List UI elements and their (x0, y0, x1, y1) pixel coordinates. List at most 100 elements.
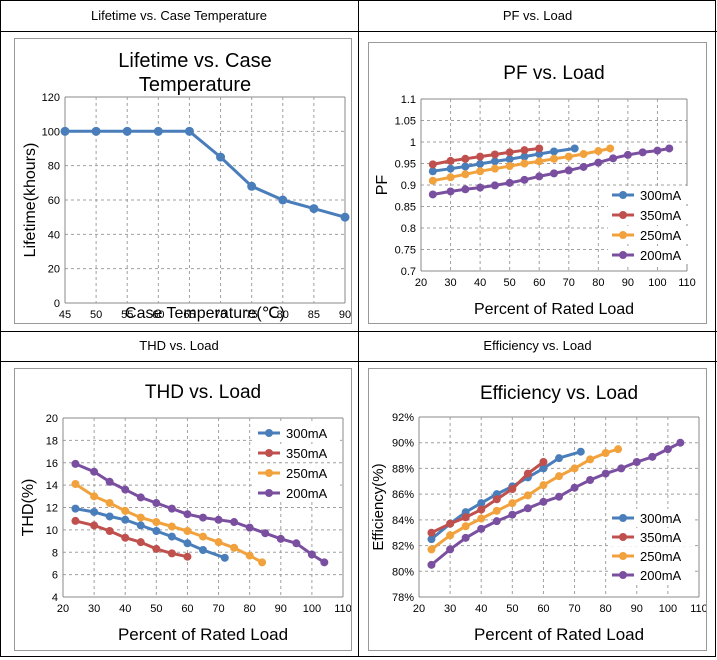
x-tick-label: 40 (119, 603, 131, 615)
data-point-300mA (446, 164, 455, 173)
legend-marker-350mA (265, 449, 273, 457)
data-point-250mA (586, 455, 595, 464)
column-divider (358, 0, 359, 657)
data-point-350mA (427, 528, 436, 537)
data-point-200mA (121, 485, 130, 494)
data-point-200mA (638, 148, 647, 157)
legend-marker-200mA (619, 571, 627, 579)
data-point-200mA (461, 533, 470, 542)
data-point-350mA (461, 154, 470, 163)
efficiency-panel: Efficiency vs. Load 78% 80% 82% 84% 86% 88% 90%… (368, 368, 708, 651)
data-point-250mA (90, 492, 99, 501)
y-tick-label: 0 (54, 298, 60, 310)
data-point-200mA (505, 178, 514, 187)
legend-backdrop (608, 566, 694, 584)
data-point-250mA (594, 147, 603, 156)
data-point-200mA (427, 560, 436, 569)
data-point-250mA (428, 176, 437, 185)
data-point-200mA (245, 523, 254, 532)
legend-backdrop (608, 547, 694, 565)
x-tick-label: 20 (57, 603, 69, 615)
data-point-200mA (105, 477, 114, 486)
data-point-200mA (167, 504, 176, 513)
chart-title: Temperature (139, 74, 251, 96)
x-tick-label: 60 (152, 309, 164, 321)
data-point-350mA (508, 485, 517, 493)
data-point-200mA (214, 515, 223, 524)
legend-backdrop (254, 444, 340, 462)
data-point-200mA (564, 166, 573, 175)
data-point-350mA (183, 552, 192, 561)
data-point-200mA (586, 476, 595, 484)
data-point-350mA (539, 458, 548, 466)
x-tick-label: 110 (690, 603, 706, 615)
legend-marker-350mA (619, 211, 627, 219)
data-point-300mA (535, 150, 544, 159)
data-point-250mA (570, 464, 579, 473)
data-point-300mA (550, 147, 558, 156)
data-point-250mA (446, 531, 455, 540)
data-point-200mA (601, 469, 610, 478)
data-point-350mA (461, 513, 470, 522)
y-tick-label: 100 (42, 126, 60, 138)
y-axis-label: THD(%) (20, 479, 37, 537)
x-axis-label: Percent of Rated Load (118, 625, 288, 644)
data-point-250mA (245, 551, 254, 560)
x-tick-label: 75 (246, 309, 258, 321)
data-point-250mA (614, 445, 623, 454)
data-point-250mA (555, 472, 563, 481)
data-point-250mA (579, 150, 588, 159)
data-point-250mA (606, 144, 615, 153)
legend-label: 350mA (286, 446, 328, 461)
chart-title: Lifetime vs. Case (118, 50, 271, 72)
header-lifetime: Lifetime vs. Case Temperature (90, 8, 268, 23)
data-point-300mA (121, 515, 130, 524)
data-point-250mA (539, 481, 548, 490)
data-point-200mA (663, 445, 672, 454)
y-tick-label: 86% (392, 489, 414, 501)
data-point-200mA (492, 517, 501, 526)
data-point-250mA (214, 538, 223, 547)
chart-title: Efficiency vs. Load (480, 383, 638, 404)
y-tick-label: 18 (46, 435, 58, 447)
legend-label: 300mA (640, 188, 682, 203)
data-point-250mA (535, 157, 544, 166)
data-point-300mA (90, 507, 99, 516)
x-tick-label: 90 (631, 603, 643, 615)
data-point-200mA (183, 510, 192, 519)
y-tick-label: 80 (48, 161, 60, 173)
x-tick-label: 55 (121, 309, 133, 321)
x-tick-label: 100 (648, 277, 666, 289)
data-point-200mA (90, 467, 99, 476)
data-point-350mA (505, 148, 514, 157)
legend-marker-250mA (619, 231, 627, 239)
x-tick-label: 30 (444, 277, 456, 289)
y-tick-label: 4 (52, 592, 58, 604)
data-point-250mA (230, 543, 239, 552)
legend-marker-300mA (619, 191, 627, 199)
legend-marker-300mA (619, 514, 627, 522)
y-axis-label: Lifetime(khours) (22, 143, 39, 258)
x-axis-label: Case Temperature(℃) (125, 305, 285, 322)
data-point-Lifetime (278, 195, 288, 205)
data-point-250mA (136, 513, 145, 522)
data-point-350mA (446, 156, 455, 165)
data-point-200mA (461, 185, 470, 194)
data-point-350mA (535, 144, 544, 153)
data-point-350mA (428, 160, 437, 169)
data-point-200mA (623, 150, 632, 159)
data-point-350mA (136, 538, 145, 547)
legend-backdrop (608, 206, 694, 224)
data-point-Lifetime (122, 126, 132, 136)
data-point-300mA (220, 553, 229, 562)
header-pf: PF vs. Load (502, 8, 573, 23)
data-point-300mA (427, 535, 436, 544)
data-point-200mA (632, 458, 641, 466)
legend-label: 350mA (640, 530, 682, 545)
legend-backdrop (254, 464, 340, 482)
data-point-200mA (199, 513, 207, 522)
x-tick-label: 110 (334, 603, 351, 615)
x-tick-label: 50 (504, 277, 516, 289)
data-point-300mA (520, 152, 529, 161)
data-point-200mA (152, 499, 161, 508)
